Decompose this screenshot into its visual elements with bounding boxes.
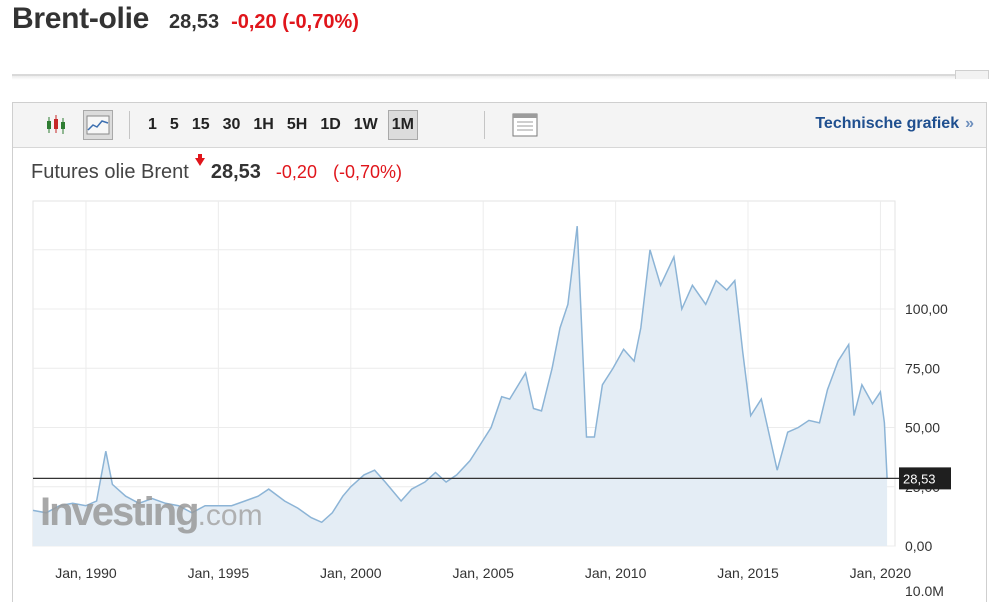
candlestick-icon[interactable] bbox=[41, 110, 71, 140]
watermark-suffix: .com bbox=[197, 499, 263, 532]
instrument-name: Futures olie Brent bbox=[31, 161, 189, 183]
period-15[interactable]: 15 bbox=[191, 116, 210, 133]
header-change: -0,20 (-0,70%) bbox=[231, 11, 359, 33]
x-axis: Jan, 1990 Jan, 1995 Jan, 2000 Jan, 2005 Jan,… bbox=[55, 565, 911, 581]
x-tick-label: Jan, 1995 bbox=[188, 565, 250, 581]
toolbar-separator bbox=[484, 111, 485, 139]
price-line bbox=[32, 226, 888, 524]
toolbar-separator bbox=[129, 111, 130, 139]
quote-line: Futures olie Brent 28,53 -0,20 (-0,70%) bbox=[31, 154, 402, 184]
price-area bbox=[33, 226, 888, 546]
layout-icon[interactable] bbox=[510, 110, 540, 140]
price-chart[interactable]: Jan, 1990 Jan, 1995 Jan, 2000 Jan, 2005 Jan,… bbox=[13, 103, 986, 599]
period-5[interactable]: 5 bbox=[169, 116, 179, 133]
last-price-box bbox=[899, 467, 951, 490]
down-arrow-icon bbox=[194, 154, 205, 166]
x-tick-label: Jan, 2000 bbox=[320, 565, 382, 581]
header-divider bbox=[12, 74, 987, 76]
quote-change-percent: (-0,70%) bbox=[332, 162, 402, 182]
y-tick-label: 50,00 bbox=[905, 420, 940, 436]
page-title: Brent-olie bbox=[12, 2, 150, 35]
period-30[interactable]: 30 bbox=[222, 116, 241, 133]
technical-chart-label: Technische grafiek bbox=[815, 115, 960, 132]
quote-change: -0,20 bbox=[275, 162, 317, 182]
corner-tab[interactable] bbox=[955, 70, 989, 79]
double-chevron-right-icon: » bbox=[965, 115, 974, 132]
x-tick-label: Jan, 1990 bbox=[55, 565, 117, 581]
x-tick-label: Jan, 2005 bbox=[452, 565, 514, 581]
x-tick-label: Jan, 2010 bbox=[585, 565, 647, 581]
chart-toolbar: 1 5 15 30 1H 5H 1D 1W 1M Technische graf… bbox=[13, 103, 986, 148]
period-5h[interactable]: 5H bbox=[286, 116, 308, 133]
header-divider-shadow bbox=[12, 76, 987, 80]
x-tick-label: Jan, 2020 bbox=[850, 565, 912, 581]
last-price-label: 28,53 bbox=[903, 471, 936, 486]
period-1m[interactable]: 1M bbox=[387, 110, 418, 140]
investing-watermark: Investing.com bbox=[40, 490, 263, 535]
y-tick-label: 75,00 bbox=[905, 360, 940, 376]
watermark-brand: Investing bbox=[40, 490, 200, 534]
y-tick-label: 100,00 bbox=[905, 301, 948, 317]
period-1d[interactable]: 1D bbox=[320, 116, 341, 133]
technical-chart-link[interactable]: Technische grafiek » bbox=[815, 115, 974, 133]
y-tick-label: 0,00 bbox=[905, 538, 932, 554]
period-selector: 1 5 15 30 1H 5H 1D 1W 1M bbox=[145, 110, 425, 140]
period-1h[interactable]: 1H bbox=[253, 116, 274, 133]
last-price-marker: 28,53 bbox=[899, 467, 951, 490]
x-tick-label: Jan, 2015 bbox=[717, 565, 779, 581]
page-header: Brent-olie 28,53 -0,20 (-0,70%) bbox=[12, 2, 359, 42]
quote-price: 28,53 bbox=[210, 161, 261, 183]
chart-widget: 1 5 15 30 1H 5H 1D 1W 1M Technische graf… bbox=[12, 102, 987, 602]
period-1[interactable]: 1 bbox=[148, 116, 157, 133]
area-chart-icon[interactable] bbox=[83, 110, 113, 140]
header-price: 28,53 bbox=[169, 11, 220, 33]
period-1w[interactable]: 1W bbox=[353, 116, 378, 133]
volume-label: 10.0M bbox=[905, 583, 944, 599]
